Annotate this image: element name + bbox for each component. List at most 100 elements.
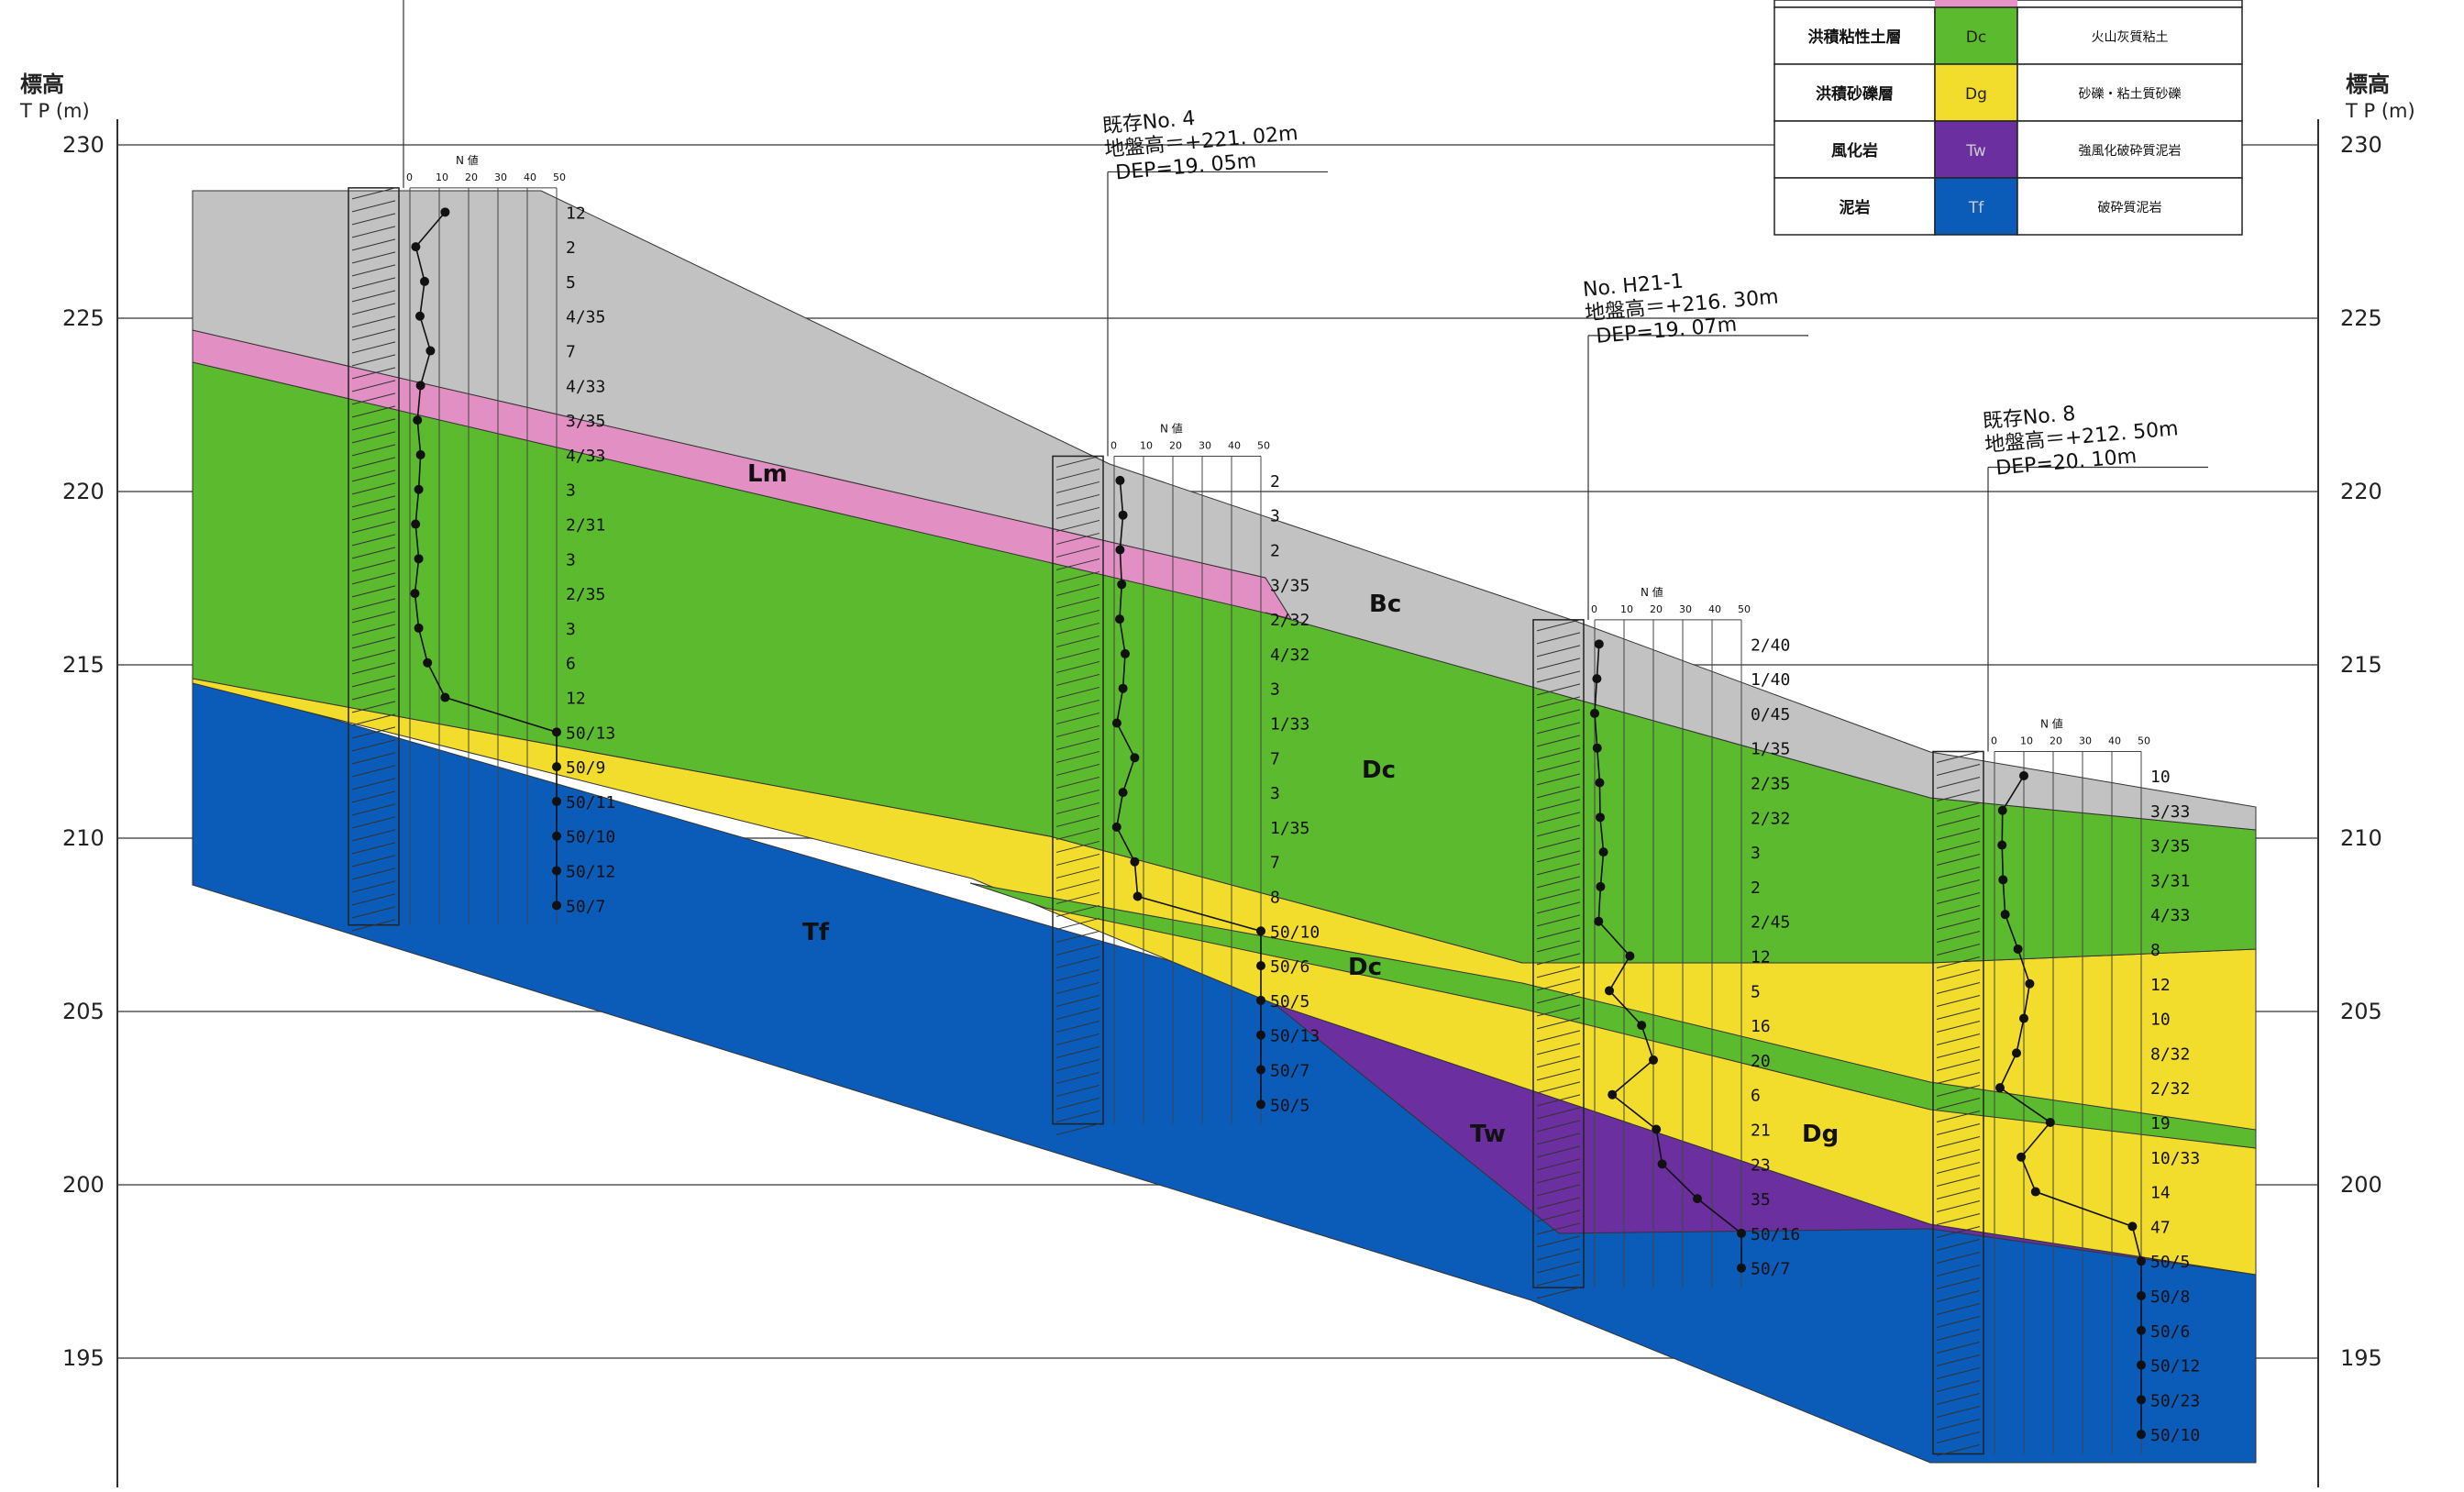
n-value-label: 3 xyxy=(566,620,576,639)
n-value-point xyxy=(2137,1256,2146,1266)
n-value-point xyxy=(1737,1228,1746,1238)
n-value-point xyxy=(1693,1194,1702,1204)
n-scale-label: 20 xyxy=(1169,439,1182,451)
log-hatch xyxy=(1536,1043,1581,1055)
log-hatch xyxy=(1055,866,1100,879)
log-hatch xyxy=(1936,892,1981,904)
log-hatch xyxy=(351,277,396,290)
log-hatch xyxy=(351,418,396,431)
n-value-point xyxy=(1118,788,1128,798)
log-hatch xyxy=(1536,1081,1581,1094)
log-hatch xyxy=(1536,645,1581,658)
log-hatch xyxy=(351,842,396,855)
log-hatch xyxy=(1936,1188,1981,1199)
log-hatch xyxy=(1536,966,1581,978)
n-value-point xyxy=(414,484,424,494)
n-value-point xyxy=(2013,944,2023,954)
n-value-point xyxy=(2137,1395,2146,1405)
n-value-point xyxy=(2137,1430,2146,1440)
n-value-point xyxy=(1594,639,1604,649)
log-hatch xyxy=(1536,1274,1581,1287)
n-value-chart: N 値 0 10 20 30 40 50 2 3 2 3/35 2/32 4/32 3 1/33 7 3 1/35… xyxy=(1110,421,1320,1124)
n-value-header: N 値 xyxy=(456,153,479,167)
n-value-label: 8 xyxy=(2150,941,2160,960)
log-hatch xyxy=(1055,1020,1100,1033)
log-hatch xyxy=(351,688,396,701)
n-value-point xyxy=(1130,857,1140,867)
n-value-point xyxy=(415,449,425,459)
log-hatch xyxy=(1936,918,1981,930)
n-value-point xyxy=(1608,1089,1618,1100)
legend-description: 砂礫・粘土質砂礫 xyxy=(2079,87,2182,102)
log-hatch xyxy=(1055,699,1100,712)
log-hatch xyxy=(1936,931,1981,943)
log-hatch xyxy=(1055,879,1100,891)
log-hatch xyxy=(1936,1123,1981,1135)
legend-swatch xyxy=(1934,6,2018,65)
log-hatch xyxy=(351,675,396,688)
log-hatch xyxy=(1936,969,1981,981)
log-hatch xyxy=(1055,1007,1100,1020)
log-hatch xyxy=(351,534,396,547)
n-scale-label: 40 xyxy=(2108,735,2121,747)
log-hatch xyxy=(1536,1120,1581,1133)
log-hatch xyxy=(1536,773,1581,786)
log-hatch xyxy=(1055,917,1100,930)
log-hatch xyxy=(1055,609,1100,622)
log-hatch xyxy=(1536,1094,1581,1107)
n-value-label: 8/32 xyxy=(2150,1044,2190,1064)
n-value-point xyxy=(552,866,561,876)
log-hatch xyxy=(1536,1055,1581,1068)
n-value-label: 0/45 xyxy=(1751,705,1790,724)
log-hatch xyxy=(1055,789,1100,801)
n-value-line xyxy=(1998,775,2142,1435)
n-value-label: 10 xyxy=(2150,1011,2171,1030)
n-value-label: 2/32 xyxy=(1270,611,1309,630)
log-hatch xyxy=(1536,927,1581,940)
n-value-point xyxy=(1111,822,1122,832)
log-hatch xyxy=(1936,1342,1981,1354)
log-hatch xyxy=(1536,1133,1581,1145)
log-hatch xyxy=(351,444,396,457)
n-value-label: 14 xyxy=(2150,1184,2171,1203)
log-hatch xyxy=(1536,619,1581,632)
n-value-label: 3 xyxy=(1751,844,1761,863)
axis-unit-right: T P (m) xyxy=(2345,100,2415,122)
log-hatch xyxy=(1536,722,1581,735)
log-hatch xyxy=(351,893,396,906)
log-hatch xyxy=(351,328,396,341)
n-value-label: 50/10 xyxy=(1270,923,1320,942)
log-hatch xyxy=(1536,1235,1581,1248)
n-value-point xyxy=(1256,961,1265,971)
n-value-point xyxy=(2137,1360,2146,1370)
log-hatch xyxy=(1055,750,1100,763)
log-hatch xyxy=(1936,1111,1981,1122)
n-value-label: 50/7 xyxy=(1751,1260,1790,1279)
n-value-point xyxy=(1118,683,1128,693)
n-value-label: 5 xyxy=(1751,982,1761,1001)
tick-label: 220 xyxy=(2340,479,2382,504)
n-value-label: 50/9 xyxy=(566,758,605,778)
log-hatch xyxy=(1055,968,1100,981)
n-value-label: 1/33 xyxy=(1270,715,1309,735)
axis-title-left: 標高 xyxy=(20,72,64,97)
log-hatch xyxy=(1936,1431,1981,1443)
layer-label-dg: Dg xyxy=(1802,1121,1839,1148)
n-scale-label: 40 xyxy=(1228,439,1241,451)
log-hatch xyxy=(1536,696,1581,709)
log-hatch xyxy=(351,392,396,405)
log-hatch xyxy=(1055,622,1100,635)
n-value-label: 1/40 xyxy=(1751,670,1790,690)
n-value-label: 4/35 xyxy=(566,308,605,327)
legend-layer-name: 風化岩 xyxy=(1831,141,1878,160)
log-hatch xyxy=(1055,468,1100,481)
layer-polygons xyxy=(192,190,2257,1464)
n-value-label: 50/8 xyxy=(2150,1288,2190,1307)
n-value-label: 4/32 xyxy=(1270,646,1309,665)
layer-label-tw: Tw xyxy=(1470,1121,1506,1148)
legend-description: 強風化破砕質泥岩 xyxy=(2079,144,2182,159)
legend-cell xyxy=(1773,6,1936,65)
n-value-label: 50/10 xyxy=(566,828,615,847)
n-value-label: 3/35 xyxy=(566,412,605,431)
